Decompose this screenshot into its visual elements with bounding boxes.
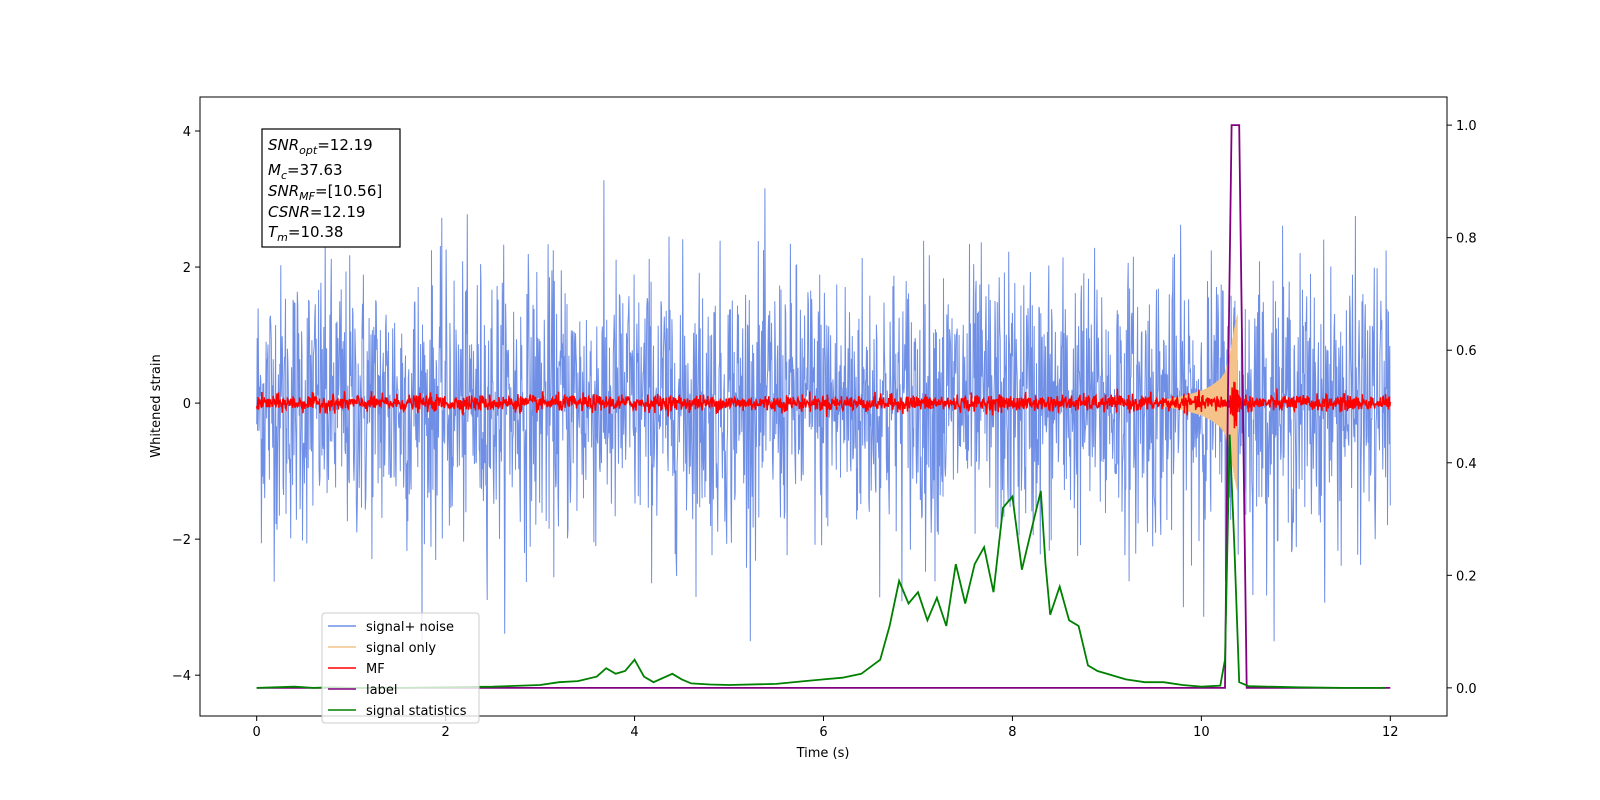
series-mf-line [255, 381, 1392, 429]
stats-box-frame [261, 128, 401, 248]
y-axis-label: Whitened strain [149, 354, 164, 457]
y-left-tick-label: 2 [183, 261, 191, 276]
legend-label-signal-statistics: signal statistics [366, 704, 467, 719]
x-tick-label: 2 [441, 725, 449, 740]
stats-tm: Tm=10.38 [268, 223, 343, 244]
stats-tm-value: =10.38 [288, 223, 344, 241]
y-right-tick-label: 0.4 [1456, 457, 1477, 472]
x-axis-label: Time (s) [796, 746, 850, 761]
y-right-tick-label: 1.0 [1456, 119, 1477, 134]
y-left-tick-label: −2 [172, 533, 191, 548]
x-tick-label: 0 [253, 725, 261, 740]
y-right-tick-label: 0.8 [1456, 232, 1477, 247]
stats-snr-mf: SNRMF=[10.56] [268, 182, 382, 203]
stats-box: SNRopt=12.19 Mc=37.63 SNRMF=[10.56] CSNR… [261, 128, 401, 248]
legend-label-label: label [366, 683, 397, 698]
y-right-tick-label: 0.0 [1456, 682, 1477, 697]
stats-mc-value: =37.63 [287, 161, 343, 179]
y-left-tick-label: 0 [183, 397, 191, 412]
x-tick-label: 8 [1008, 725, 1016, 740]
stats-snr-opt-value: =12.19 [317, 136, 373, 154]
y-right-tick-label: 0.2 [1456, 569, 1477, 584]
y-left-tick-label: −4 [172, 669, 191, 684]
x-tick-label: 4 [630, 725, 638, 740]
legend-label-mf: MF [366, 662, 385, 677]
y-left-tick-label: 4 [183, 125, 191, 140]
stats-csnr-value: =12.19 [310, 203, 366, 221]
x-tick-label: 10 [1193, 725, 1210, 740]
stats-snr-mf-value: =[10.56] [315, 182, 382, 200]
stats-snr-opt: SNRopt=12.19 [268, 136, 373, 157]
legend-label-signal-only: signal only [366, 641, 436, 656]
x-tick-label: 12 [1382, 725, 1399, 740]
stats-csnr: CSNR=12.19 [268, 203, 365, 221]
series-signal-statistics-line [256, 434, 1386, 689]
x-tick-label: 6 [819, 725, 827, 740]
legend: signal+ noise signal only MF label signa… [321, 612, 480, 724]
ticks-layer: 0 2 4 6 8 10 12 −4 −2 0 2 4 0.0 0.2 0.4 0.6 0.8 1.0 [172, 119, 1477, 740]
series-signal-noise-line [256, 180, 1391, 642]
legend-label-signal-noise: signal+ noise [366, 620, 454, 635]
stats-mc: Mc=37.63 [268, 161, 343, 182]
y-right-tick-label: 0.6 [1456, 344, 1477, 359]
series-layer [255, 124, 1392, 689]
legend-frame [321, 612, 480, 724]
